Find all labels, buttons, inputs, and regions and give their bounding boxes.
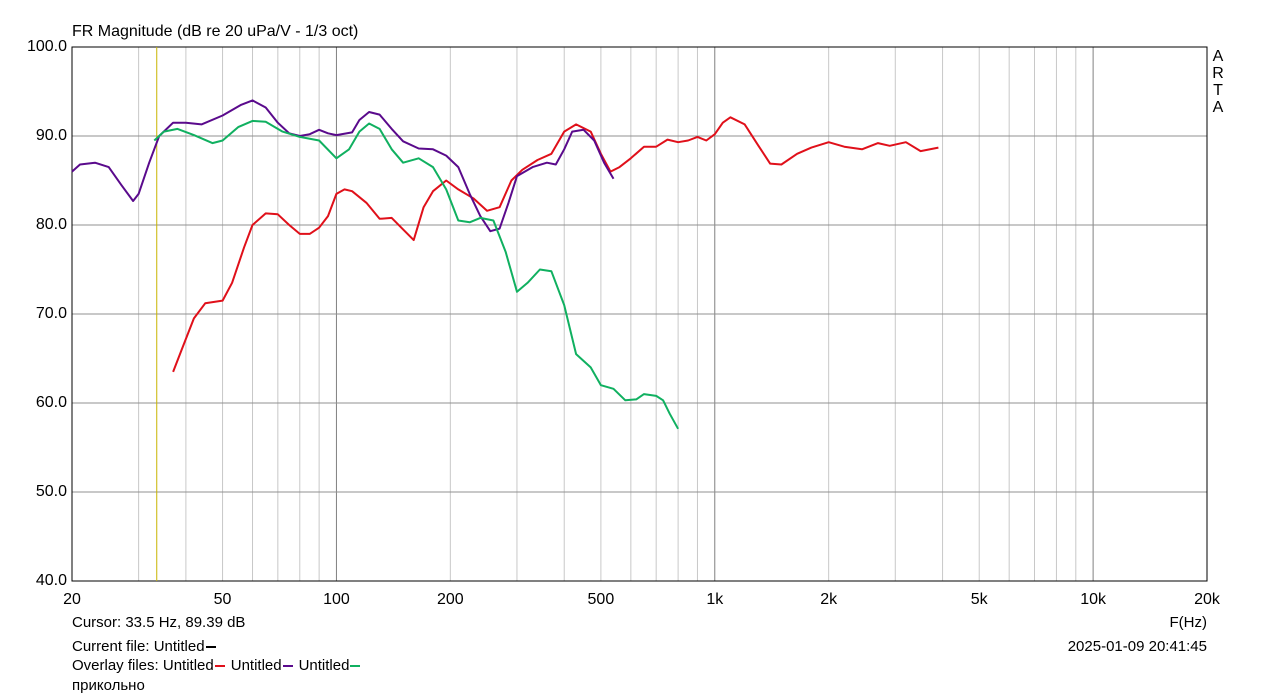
cursor-readout: Cursor: 33.5 Hz, 89.39 dB — [72, 614, 246, 631]
y-tick-label: 90.0 — [36, 127, 67, 144]
legend-swatch — [282, 665, 293, 668]
side-label: A — [1213, 99, 1224, 116]
side-label: A — [1213, 48, 1224, 65]
y-tick-label: 80.0 — [36, 216, 67, 233]
overlay-files: Overlay files: Untitled Untitled Untitled — [72, 657, 366, 674]
x-tick-label: 20k — [1194, 591, 1221, 608]
series-line — [172, 116, 939, 373]
x-tick-label: 2k — [820, 591, 838, 608]
legend-name: Untitled — [162, 657, 214, 674]
side-label: R — [1212, 65, 1224, 82]
side-label: T — [1213, 82, 1223, 99]
overlay-label: Overlay files: — [72, 657, 159, 674]
chart-title: FR Magnitude (dB re 20 uPa/V - 1/3 oct) — [72, 23, 358, 40]
x-tick-label: 20 — [63, 591, 81, 608]
note: прикольно — [72, 677, 145, 694]
legend-swatch — [350, 665, 361, 668]
x-tick-label: 100 — [323, 591, 350, 608]
y-tick-label: 40.0 — [36, 572, 67, 589]
current-file-dash — [205, 646, 216, 649]
series-line — [153, 119, 679, 430]
legend-swatch — [214, 665, 225, 668]
x-tick-label: 200 — [437, 591, 464, 608]
plot-frame — [71, 46, 1208, 582]
y-tick-label: 70.0 — [36, 305, 67, 322]
y-tick-label: 100.0 — [27, 38, 67, 55]
x-tick-label: 5k — [971, 591, 989, 608]
current-file-text: Current file: Untitled — [72, 638, 205, 655]
timestamp: 2025-01-09 20:41:45 — [1067, 638, 1207, 655]
legend-name: Untitled — [298, 657, 350, 674]
series-line — [71, 99, 615, 233]
y-tick-label: 50.0 — [36, 483, 67, 500]
x-tick-label: 500 — [588, 591, 615, 608]
x-tick-label: 1k — [706, 591, 724, 608]
current-file: Current file: Untitled — [72, 638, 222, 655]
legend-name: Untitled — [230, 657, 282, 674]
x-tick-label: 10k — [1080, 591, 1107, 608]
x-axis-label: F(Hz) — [1169, 614, 1208, 631]
x-tick-label: 50 — [214, 591, 232, 608]
y-tick-label: 60.0 — [36, 394, 67, 411]
